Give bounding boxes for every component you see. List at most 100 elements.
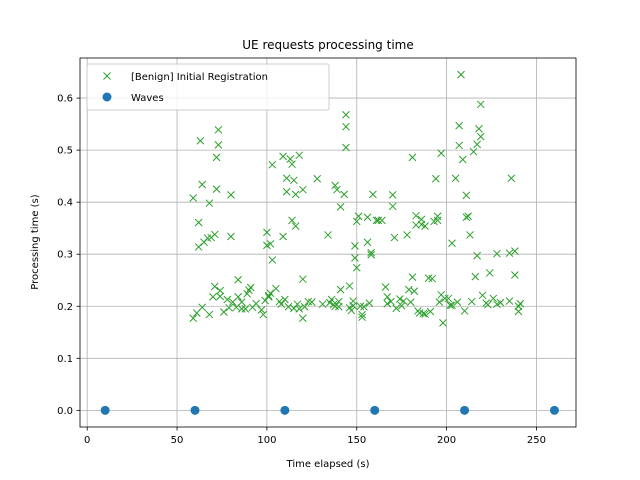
benign-registration-marker-stroke (212, 153, 221, 162)
benign-registration-marker (419, 309, 428, 318)
benign-registration-marker-stroke (473, 251, 482, 260)
benign-registration-marker-stroke (214, 141, 223, 149)
legend-box (86, 63, 330, 111)
benign-registration-marker-stroke (392, 304, 401, 313)
benign-registration-marker (268, 160, 277, 169)
legend-marker-waves (102, 92, 112, 102)
benign-registration-marker (227, 191, 235, 199)
benign-registration-marker (421, 222, 429, 230)
benign-registration-marker (455, 121, 464, 130)
legend-marker-benign (103, 72, 111, 80)
benign-registration-marker-stroke (417, 220, 426, 229)
benign-registration-marker (291, 190, 300, 199)
y-tick-label: 0.3 (57, 250, 73, 261)
x-tick-label: 50 (171, 435, 184, 446)
wave-marker (549, 405, 559, 415)
benign-registration-marker (475, 124, 483, 133)
benign-registration-marker-stroke (225, 303, 234, 312)
benign-registration-marker (383, 293, 392, 301)
y-tick-label: 0.6 (57, 94, 73, 105)
benign-registration-marker (437, 149, 446, 158)
benign-registration-marker-stroke (511, 247, 519, 255)
benign-registration-marker (342, 110, 350, 119)
x-tick-label: 150 (347, 435, 366, 446)
benign-registration-marker-stroke (234, 293, 242, 301)
benign-registration-marker-stroke (383, 299, 392, 308)
benign-registration-marker (387, 297, 395, 306)
benign-registration-marker (408, 153, 417, 162)
benign-registration-marker (293, 300, 302, 309)
benign-registration-marker-stroke (444, 294, 453, 303)
benign-registration-marker (252, 299, 260, 308)
benign-registration-marker-stroke (390, 233, 399, 242)
benign-registration-marker (266, 289, 275, 298)
benign-registration-marker-stroke (372, 216, 381, 225)
benign-registration-marker (295, 305, 304, 313)
benign-registration-marker (279, 152, 287, 161)
benign-registration-marker (340, 190, 349, 199)
benign-registration-marker-stroke (237, 305, 246, 313)
legend-x-icon-stroke (103, 72, 111, 80)
benign-registration-marker (223, 295, 232, 304)
benign-registration-marker (496, 298, 505, 307)
benign-registration-marker (219, 308, 228, 316)
benign-registration-marker-stroke (469, 147, 478, 156)
benign-registration-marker (212, 185, 221, 194)
benign-registration-marker-stroke (374, 216, 383, 225)
wave-marker (280, 405, 290, 415)
benign-registration-marker (453, 298, 462, 306)
benign-registration-marker (198, 180, 207, 189)
benign-registration-marker (237, 305, 246, 313)
benign-registration-marker (374, 216, 383, 225)
legend-x-icon (103, 72, 111, 80)
benign-registration-marker (237, 298, 246, 306)
benign-registration-marker (263, 228, 271, 237)
benign-registration-marker-stroke (457, 70, 465, 79)
benign-registration-marker-stroke (290, 176, 298, 185)
benign-registration-marker-stroke (345, 282, 354, 290)
benign-registration-marker-stroke (378, 216, 386, 225)
benign-registration-marker (227, 232, 235, 241)
benign-registration-marker-stroke (333, 185, 341, 194)
benign-registration-marker-stroke (363, 238, 372, 247)
benign-registration-marker-stroke (214, 125, 223, 134)
benign-registration-marker-stroke (403, 231, 411, 239)
benign-registration-marker (342, 143, 350, 152)
benign-registration-marker-stroke (268, 256, 277, 264)
benign-registration-marker-stroke (484, 300, 492, 309)
benign-registration-marker-stroke (345, 303, 354, 312)
benign-registration-marker (279, 232, 287, 241)
benign-registration-marker-stroke (354, 212, 363, 221)
benign-registration-marker-stroke (234, 275, 242, 284)
benign-registration-marker (313, 174, 322, 183)
benign-registration-marker (457, 70, 465, 79)
benign-registration-marker-stroke (263, 228, 271, 237)
benign-registration-marker-stroke (342, 110, 350, 119)
benign-registration-marker (489, 294, 498, 303)
benign-registration-marker (462, 213, 471, 222)
benign-registration-marker (358, 313, 366, 322)
benign-registration-marker (205, 310, 214, 319)
x-tick-label: 200 (437, 435, 456, 446)
benign-registration-marker (448, 239, 456, 248)
benign-registration-marker (367, 248, 375, 257)
benign-registration-marker-stroke (210, 230, 219, 239)
benign-registration-marker (426, 307, 435, 316)
benign-registration-marker (189, 314, 198, 323)
benign-registration-marker-stroke (383, 293, 392, 301)
benign-registration-marker-stroke (424, 274, 433, 283)
benign-registration-marker-stroke (351, 253, 359, 262)
benign-registration-marker-stroke (266, 239, 275, 248)
benign-registration-marker (363, 238, 372, 247)
benign-registration-marker (511, 247, 519, 255)
benign-registration-marker (473, 140, 482, 149)
benign-registration-marker (272, 284, 280, 293)
benign-registration-marker-stroke (369, 190, 377, 199)
benign-registration-marker-stroke (421, 222, 429, 230)
benign-registration-marker (194, 218, 203, 227)
benign-registration-marker-stroke (435, 298, 444, 306)
y-tick-label: 0.4 (57, 198, 73, 209)
benign-registration-marker (410, 287, 419, 296)
benign-registration-marker (336, 202, 345, 211)
